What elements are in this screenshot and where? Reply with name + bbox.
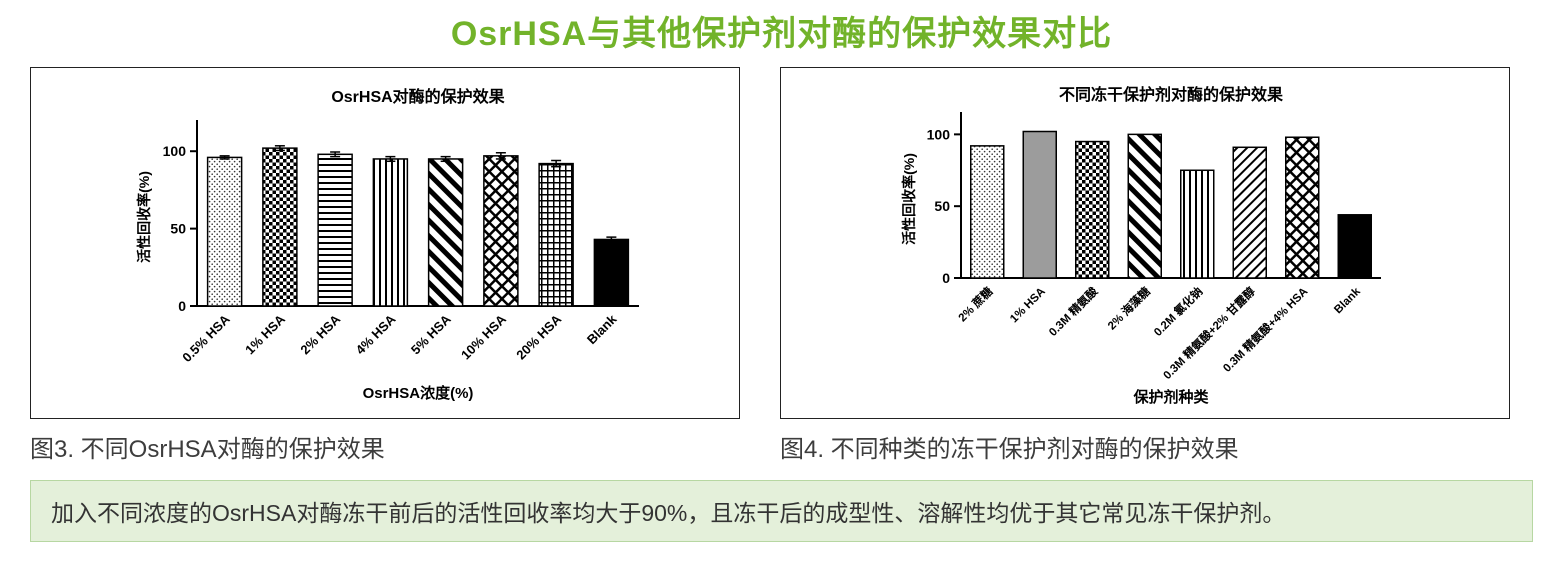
svg-text:0.3M 精氨酸+4% HSA: 0.3M 精氨酸+4% HSA: [1220, 284, 1311, 375]
page-title: OsrHSA与其他保护剂对酶的保护效果对比: [450, 15, 1113, 53]
svg-text:1% HSA: 1% HSA: [1008, 286, 1048, 326]
svg-text:Blank: Blank: [584, 311, 620, 347]
figure4-chart: 不同冻干保护剂对酶的保护效果 0 50 100 活性回收率(%) 2% 蔗糖 1% HSA 0…: [781, 68, 1509, 418]
figure3-chart: OsrHSA对酶的保护效果 0 50 100 活性回收率(%) 0.5% HSA 1% HS…: [31, 68, 739, 418]
figure-captions: 图3. 不同OsrHSA对酶的保护效果 图4. 不同种类的冻干保护剂对酶的保护效…: [30, 429, 1533, 464]
svg-text:0: 0: [942, 270, 950, 286]
svg-text:50: 50: [934, 198, 950, 214]
svg-text:Blank: Blank: [1332, 285, 1363, 316]
svg-text:2% 海藻糖: 2% 海藻糖: [1105, 284, 1154, 333]
svg-text:100: 100: [163, 143, 187, 159]
svg-text:0.3M 精氨酸: 0.3M 精氨酸: [1046, 284, 1101, 339]
svg-text:0: 0: [178, 298, 186, 314]
svg-text:100: 100: [927, 126, 951, 142]
figure3-caption: 图3. 不同OsrHSA对酶的保护效果: [30, 436, 385, 463]
summary-note: 加入不同浓度的OsrHSA对酶冻干前后的活性回收率均大于90%，且冻干后的成型性…: [30, 480, 1533, 542]
svg-text:OsrHSA浓度(%): OsrHSA浓度(%): [363, 384, 474, 402]
figure-panels: OsrHSA对酶的保护效果 0 50 100 活性回收率(%) 0.5% HSA 1% HS…: [30, 67, 1533, 419]
svg-text:0.3M 精氨酸+2% 甘露醇: 0.3M 精氨酸+2% 甘露醇: [1160, 284, 1258, 382]
svg-text:20% HSA: 20% HSA: [513, 311, 564, 362]
svg-text:10% HSA: 10% HSA: [458, 311, 509, 362]
svg-text:0.5% HSA: 0.5% HSA: [179, 311, 233, 365]
svg-text:活性回收率(%): 活性回收率(%): [136, 171, 152, 263]
svg-text:活性回收率(%): 活性回收率(%): [901, 153, 917, 245]
svg-text:2% 蔗糖: 2% 蔗糖: [955, 284, 996, 325]
svg-text:1% HSA: 1% HSA: [242, 311, 288, 357]
page: OsrHSA与其他保护剂对酶的保护效果对比 OsrHSA对酶的保护效果 0 50 10…: [0, 6, 1563, 542]
svg-text:50: 50: [170, 221, 186, 237]
svg-text:不同冻干保护剂对酶的保护效果: 不同冻干保护剂对酶的保护效果: [1059, 85, 1283, 104]
svg-text:保护剂种类: 保护剂种类: [1132, 388, 1209, 406]
svg-text:4% HSA: 4% HSA: [353, 311, 399, 357]
figure4-caption: 图4. 不同种类的冻干保护剂对酶的保护效果: [780, 436, 1239, 463]
svg-text:5% HSA: 5% HSA: [408, 311, 454, 357]
svg-text:OsrHSA对酶的保护效果: OsrHSA对酶的保护效果: [331, 87, 504, 106]
summary-note-text: 加入不同浓度的OsrHSA对酶冻干前后的活性回收率均大于90%，且冻干后的成型性…: [51, 500, 1286, 526]
figure3-panel: OsrHSA对酶的保护效果 0 50 100 活性回收率(%) 0.5% HSA 1% HS…: [30, 67, 740, 419]
figure4-panel: 不同冻干保护剂对酶的保护效果 0 50 100 活性回收率(%) 2% 蔗糖 1% HSA 0…: [780, 67, 1510, 419]
svg-text:0.2M 氯化钠: 0.2M 氯化钠: [1151, 284, 1206, 339]
svg-text:2% HSA: 2% HSA: [297, 311, 343, 357]
